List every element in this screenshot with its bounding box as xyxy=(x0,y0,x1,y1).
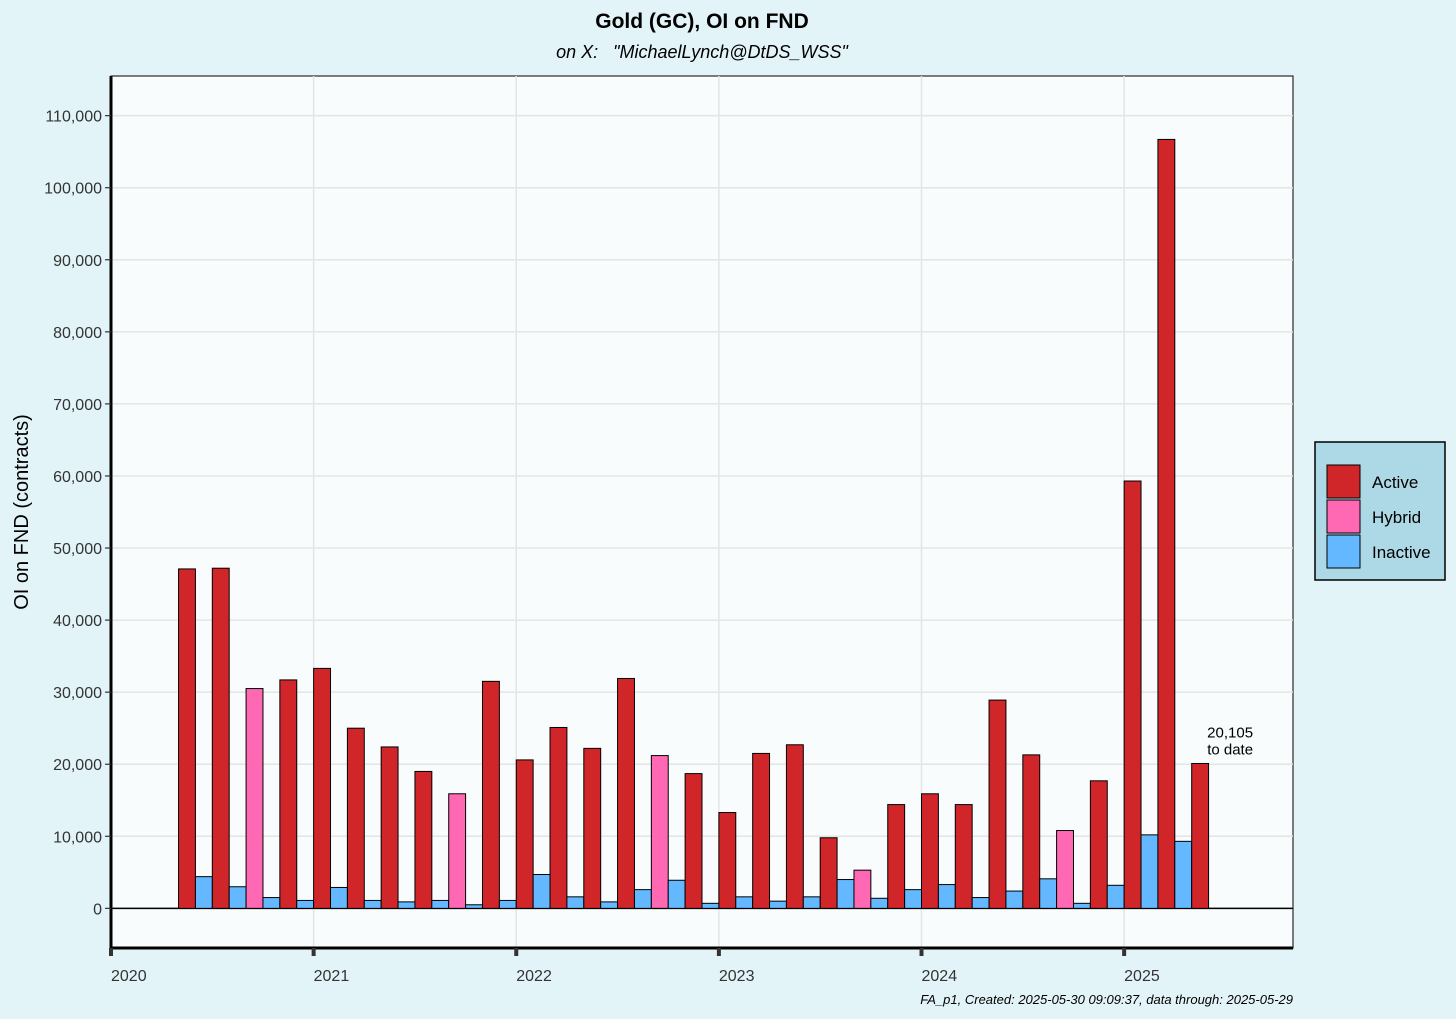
bar-active-2023-02 xyxy=(718,812,737,909)
x-ticks: 2020 2021 2022 2023 2024 2025 xyxy=(109,948,1160,985)
x-tick-label: 2024 xyxy=(922,968,958,985)
bar-inactive-2024-06 xyxy=(1005,890,1024,909)
bar-active-2020-06 xyxy=(178,568,196,909)
bar-inactive-2020-12 xyxy=(296,899,315,909)
y-tick-label: 80,000 xyxy=(53,325,102,342)
bar-active-2025-06 xyxy=(1191,762,1210,909)
y-tick-label: 10,000 xyxy=(53,829,102,846)
bar-inactive-2022-06 xyxy=(600,901,619,909)
bar-inactive-2024-08 xyxy=(1039,878,1058,909)
legend-swatch-hybrid xyxy=(1326,499,1361,534)
bar-inactive-2023-06 xyxy=(802,896,821,909)
bar-hybrid-2020-10 xyxy=(245,688,264,909)
bar-inactive-2022-08 xyxy=(633,889,652,909)
y-tick-label: 90,000 xyxy=(53,253,102,270)
bar-inactive-2024-04 xyxy=(971,897,990,909)
bar-inactive-2024-12 xyxy=(1106,884,1125,909)
bar-active-2024-08 xyxy=(1022,754,1041,909)
bar-inactive-2022-12 xyxy=(701,902,720,909)
bar-inactive-2022-02 xyxy=(532,873,551,909)
y-tick-label: 50,000 xyxy=(53,541,102,558)
caption: FA_p1, Created: 2025-05-30 09:09:37, dat… xyxy=(920,992,1293,1007)
bar-active-2021-02 xyxy=(313,667,332,909)
x-tick-label: 2023 xyxy=(719,968,755,985)
x-tick-label: 2020 xyxy=(111,968,147,985)
bar-inactive-2024-10 xyxy=(1072,902,1091,909)
y-tick-label: 100,000 xyxy=(44,181,102,198)
bar-inactive-2023-08 xyxy=(836,879,855,909)
x-tick-label: 2021 xyxy=(314,968,350,985)
bar-active-2025-04 xyxy=(1157,138,1176,909)
y-tick-label: 70,000 xyxy=(53,397,102,414)
bar-inactive-2021-12 xyxy=(498,899,517,909)
bar-active-2022-02 xyxy=(515,759,534,909)
bar-inactive-2025-04 xyxy=(1174,840,1193,909)
bar-hybrid-2021-10 xyxy=(448,793,467,909)
bar-active-2020-12 xyxy=(279,679,298,909)
bar-active-2024-06 xyxy=(988,699,1007,909)
bar-inactive-2023-10 xyxy=(870,897,889,909)
x-tick-label: 2022 xyxy=(516,968,552,985)
bar-active-2025-02 xyxy=(1123,480,1142,909)
bar-inactive-2020-06 xyxy=(194,876,213,909)
bar-inactive-2024-02 xyxy=(937,884,956,909)
bar-active-2021-06 xyxy=(380,746,399,909)
bar-active-2022-08 xyxy=(617,677,635,909)
legend: Active Hybrid Inactive xyxy=(1314,441,1446,581)
bar-inactive-2022-10 xyxy=(667,879,686,909)
bar-active-2023-04 xyxy=(752,752,771,909)
bar-hybrid-2022-10 xyxy=(650,755,669,909)
legend-swatch-active xyxy=(1326,464,1361,499)
bar-active-2020-08 xyxy=(211,567,230,909)
bars xyxy=(178,138,1210,909)
bar-inactive-2025-02 xyxy=(1140,834,1159,909)
y-tick-label: 110,000 xyxy=(45,109,102,126)
bar-hybrid-2023-10 xyxy=(853,869,872,909)
bar-inactive-2021-10 xyxy=(465,904,483,909)
chart-title: Gold (GC), OI on FND xyxy=(595,10,808,33)
bar-inactive-2020-08 xyxy=(228,886,247,909)
y-tick-label: 20,000 xyxy=(53,757,102,774)
legend-swatch-inactive xyxy=(1326,534,1361,569)
y-tick-label: 60,000 xyxy=(53,469,102,486)
bar-active-2022-12 xyxy=(684,773,703,909)
y-ticks: 0 10,000 20,000 30,000 40,000 50,000 60,000 70,… xyxy=(44,109,111,918)
annotation-text: to date xyxy=(1207,741,1253,758)
chart-subtitle: on X: "MichaelLynch@DtDS_WSS" xyxy=(556,42,849,62)
bar-active-2023-08 xyxy=(819,837,838,909)
annotation-value: 20,105 xyxy=(1207,724,1253,741)
bar-active-2021-08 xyxy=(414,770,433,909)
bar-active-2024-02 xyxy=(921,793,939,909)
bar-active-2022-04 xyxy=(549,726,568,909)
bar-inactive-2022-04 xyxy=(566,896,585,909)
bar-active-2024-04 xyxy=(954,804,973,909)
bar-inactive-2023-04 xyxy=(769,900,787,909)
y-axis-label: OI on FND (contracts) xyxy=(11,414,33,610)
bar-inactive-2021-04 xyxy=(363,899,382,909)
x-tick-label: 2025 xyxy=(1124,968,1160,985)
bar-inactive-2023-02 xyxy=(735,896,754,909)
bar-active-2023-06 xyxy=(785,744,804,909)
bar-active-2022-06 xyxy=(583,747,602,909)
bar-inactive-2023-12 xyxy=(904,889,923,909)
y-tick-label: 30,000 xyxy=(53,685,102,702)
y-tick-label: 0 xyxy=(93,901,102,918)
bar-active-2021-12 xyxy=(481,680,500,909)
y-tick-label: 40,000 xyxy=(53,613,102,630)
bar-inactive-2021-02 xyxy=(330,886,348,909)
bar-inactive-2021-06 xyxy=(397,901,416,909)
bar-inactive-2020-10 xyxy=(262,897,281,909)
bar-active-2024-12 xyxy=(1089,780,1108,909)
bar-hybrid-2024-10 xyxy=(1056,830,1074,909)
bar-inactive-2021-08 xyxy=(431,899,450,909)
legend-label-active: Active xyxy=(1372,473,1418,492)
legend-label-hybrid: Hybrid xyxy=(1372,508,1421,527)
legend-label-inactive: Inactive xyxy=(1372,543,1431,562)
bar-active-2023-12 xyxy=(887,804,906,909)
bar-active-2021-04 xyxy=(346,727,365,909)
